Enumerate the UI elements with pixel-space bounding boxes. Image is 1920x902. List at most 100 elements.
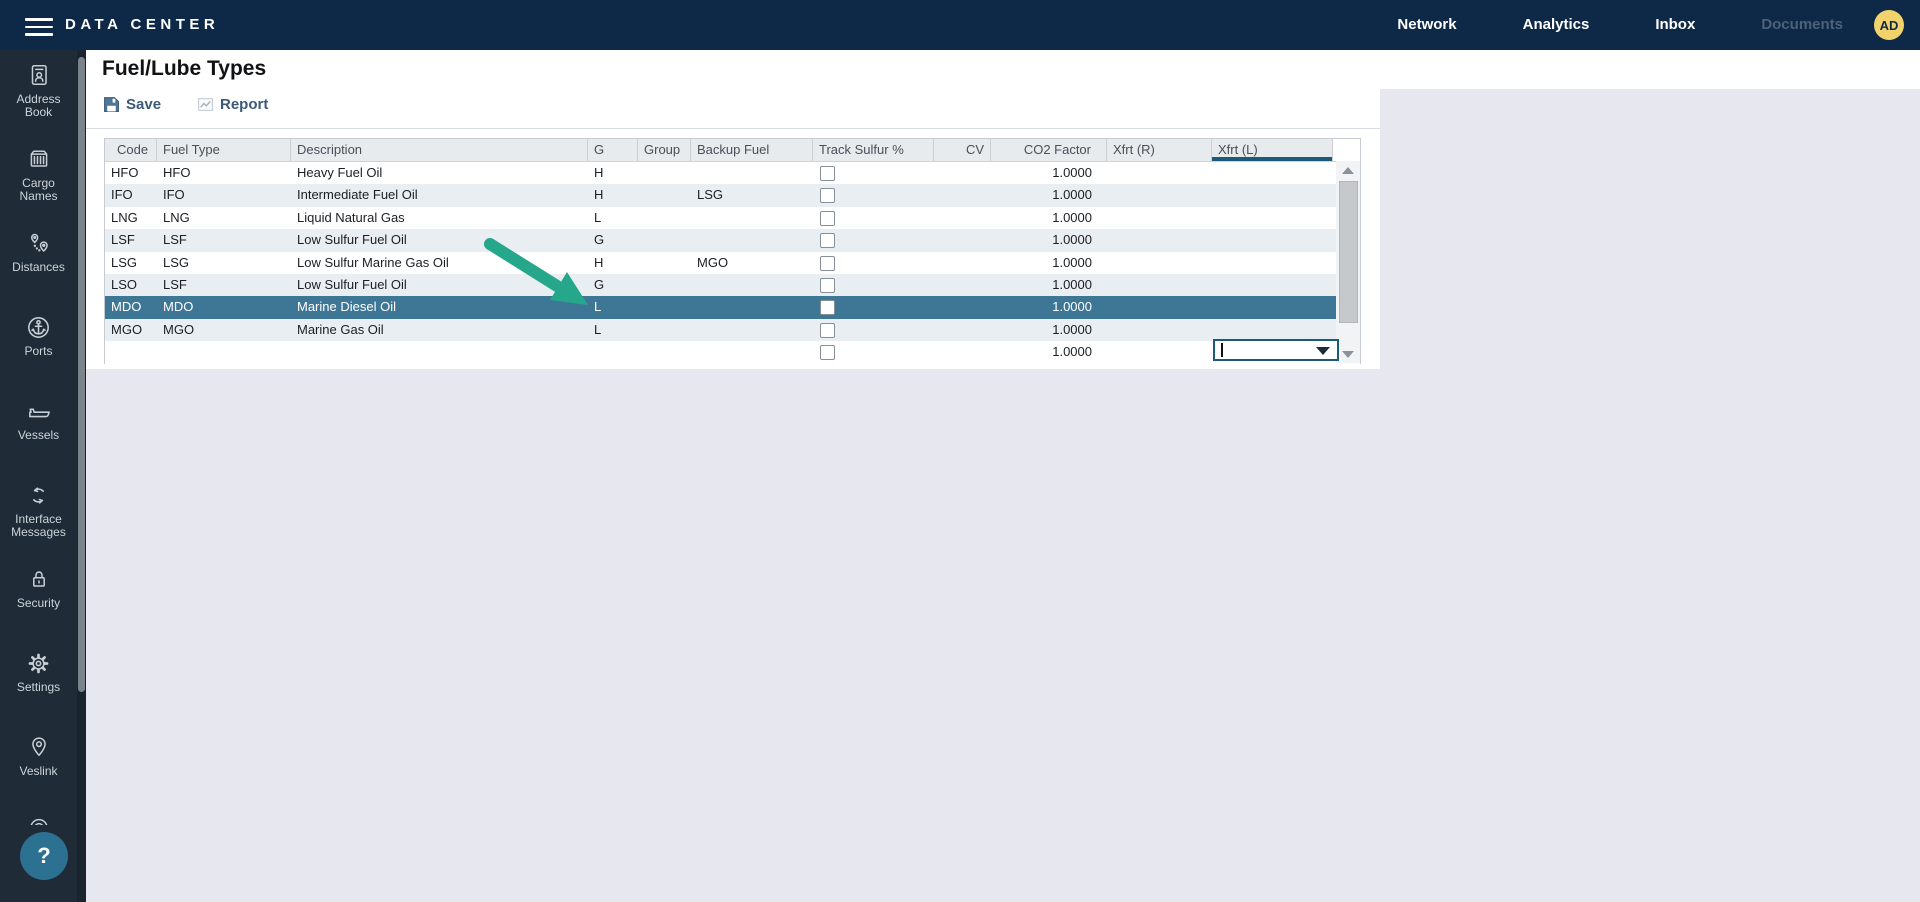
cell-cv[interactable] [934, 252, 991, 274]
cell-backup-fuel[interactable]: LSG [697, 187, 724, 203]
cell-description[interactable]: Low Sulfur Fuel Oil [297, 232, 407, 248]
sidebar-item-ports[interactable]: Ports [0, 314, 77, 398]
cell-g[interactable]: H [594, 165, 604, 180]
cell-xfrt-r[interactable] [1107, 341, 1212, 363]
cell-fuel-type[interactable]: LSG [163, 254, 190, 270]
cell-xfrt-r[interactable] [1107, 184, 1212, 206]
column-header-xfrt-l[interactable]: Xfrt (L) [1212, 139, 1333, 161]
scroll-up-icon[interactable] [1336, 161, 1360, 179]
cell-group[interactable] [638, 229, 691, 251]
table-row[interactable]: LNG LNG Liquid Natural Gas L 1.0000 [105, 206, 1360, 230]
cell-group[interactable] [638, 319, 691, 341]
cell-co2-factor[interactable]: 1.0000 [1052, 344, 1092, 360]
track-sulfur-checkbox[interactable] [820, 233, 835, 249]
topnav-inbox[interactable]: Inbox [1655, 16, 1696, 33]
cell-fuel-type[interactable]: LSF [163, 276, 187, 292]
cell-xfrt-l[interactable] [1212, 319, 1333, 341]
cell-group[interactable] [638, 296, 691, 318]
cell-group[interactable] [638, 207, 691, 229]
column-header-track-sulfur[interactable]: Track Sulfur % [813, 139, 934, 161]
grid-scrollbar-thumb[interactable] [1339, 181, 1358, 323]
save-button[interactable]: Save [103, 96, 161, 113]
table-row[interactable]: MGO MGO Marine Gas Oil L 1.0000 [105, 318, 1360, 342]
cell-xfrt-l[interactable] [1212, 162, 1333, 184]
cell-description[interactable]: Marine Gas Oil [297, 321, 384, 337]
sidebar-item-vessels[interactable]: Vessels [0, 398, 77, 482]
table-row[interactable]: LSF LSF Low Sulfur Fuel Oil G 1.0000 [105, 229, 1360, 252]
cell-code[interactable]: MDO [111, 299, 142, 315]
cell-g[interactable]: L [594, 299, 602, 315]
cell-co2-factor[interactable]: 1.0000 [1052, 209, 1092, 225]
cell-co2-factor[interactable]: 1.0000 [1052, 165, 1092, 180]
grid-scrollbar[interactable] [1336, 161, 1360, 363]
cell-fuel-type[interactable] [157, 341, 291, 363]
column-header-group[interactable]: Group [638, 139, 691, 161]
cell-xfrt-l[interactable] [1212, 207, 1333, 229]
cell-code[interactable]: HFO [111, 165, 139, 180]
cell-co2-factor[interactable]: 1.0000 [1052, 299, 1092, 315]
cell-co2-factor[interactable]: 1.0000 [1052, 321, 1092, 337]
cell-fuel-type[interactable]: MDO [163, 299, 194, 315]
cell-co2-factor[interactable]: 1.0000 [1052, 232, 1092, 248]
table-row[interactable]: IFO IFO Intermediate Fuel Oil H LSG 1.00… [105, 184, 1360, 207]
cell-backup-fuel[interactable]: MGO [697, 254, 729, 270]
sidebar-item-address-book[interactable]: Address Book [0, 62, 77, 146]
column-header-xfrt-r[interactable]: Xfrt (R) [1107, 139, 1212, 161]
cell-co2-factor[interactable]: 1.0000 [1052, 187, 1092, 203]
table-row[interactable]: 1.0000 [105, 341, 1360, 364]
cell-group[interactable] [638, 274, 691, 296]
cell-fuel-type[interactable]: IFO [163, 187, 185, 203]
cell-description[interactable]: Low Sulfur Fuel Oil [297, 276, 407, 292]
topnav-network[interactable]: Network [1397, 16, 1457, 33]
cell-description[interactable]: Low Sulfur Marine Gas Oil [297, 254, 449, 270]
cell-xfrt-l[interactable] [1212, 252, 1333, 274]
cell-group[interactable] [638, 184, 691, 206]
cell-cv[interactable] [934, 184, 991, 206]
cell-xfrt-r[interactable] [1107, 274, 1212, 296]
cell-description[interactable]: Heavy Fuel Oil [297, 165, 383, 180]
cell-cv[interactable] [934, 341, 991, 363]
cell-backup-fuel[interactable] [691, 319, 813, 341]
sidebar-item-settings[interactable]: Settings [0, 650, 77, 734]
scroll-down-icon[interactable] [1336, 345, 1360, 363]
cell-cv[interactable] [934, 229, 991, 251]
cell-xfrt-r[interactable] [1107, 162, 1212, 184]
sidebar-scrollbar-thumb[interactable] [78, 57, 85, 692]
cell-fuel-type[interactable]: HFO [163, 165, 191, 180]
cell-co2-factor[interactable]: 1.0000 [1052, 254, 1092, 270]
cell-group[interactable] [638, 341, 691, 363]
cell-g[interactable]: L [594, 321, 602, 337]
cell-backup-fuel[interactable] [691, 207, 813, 229]
cell-xfrt-l[interactable] [1212, 274, 1333, 296]
column-header-co2-factor[interactable]: CO2 Factor [991, 139, 1107, 161]
cell-code[interactable]: LSO [111, 276, 138, 292]
cell-g[interactable]: G [594, 276, 605, 292]
hamburger-menu-icon[interactable] [25, 18, 53, 41]
cell-cv[interactable] [934, 162, 991, 184]
cell-xfrt-r[interactable] [1107, 319, 1212, 341]
topnav-analytics[interactable]: Analytics [1522, 16, 1590, 33]
cell-g[interactable]: G [594, 232, 605, 248]
cell-backup-fuel[interactable] [691, 274, 813, 296]
track-sulfur-checkbox[interactable] [820, 277, 835, 293]
cell-cv[interactable] [934, 274, 991, 296]
cell-code[interactable]: LSF [111, 232, 135, 248]
cell-g[interactable]: H [594, 254, 604, 270]
cell-cv[interactable] [934, 296, 991, 318]
table-row[interactable]: LSG LSG Low Sulfur Marine Gas Oil H MGO … [105, 251, 1360, 274]
cell-fuel-type[interactable]: LSF [163, 232, 187, 248]
cell-xfrt-l[interactable] [1212, 296, 1333, 318]
cell-fuel-type[interactable]: LNG [163, 209, 190, 225]
cell-fuel-type[interactable]: MGO [163, 321, 195, 337]
cell-code[interactable]: IFO [111, 187, 133, 203]
track-sulfur-checkbox[interactable] [820, 255, 835, 271]
track-sulfur-checkbox[interactable] [820, 322, 835, 338]
sidebar-item-veslink[interactable]: Veslink [0, 734, 77, 818]
column-header-code[interactable]: Code [105, 139, 157, 161]
cell-group[interactable] [638, 252, 691, 274]
sidebar-item-security[interactable]: Security [0, 566, 77, 650]
sidebar-item-cargo-names[interactable]: Cargo Names [0, 146, 77, 230]
table-row[interactable]: HFO HFO Heavy Fuel Oil H 1.0000 [105, 162, 1360, 185]
topnav-documents[interactable]: Documents [1761, 16, 1843, 33]
cell-g[interactable]: L [594, 209, 602, 225]
